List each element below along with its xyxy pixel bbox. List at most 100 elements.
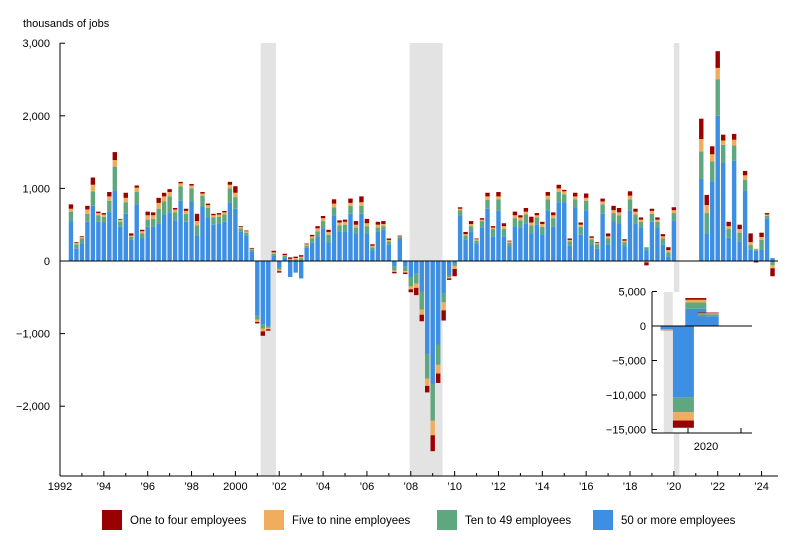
fifty-plus-segment	[79, 243, 85, 261]
five-to-nine-segment	[529, 222, 534, 226]
ten-to-49-segment	[649, 213, 655, 222]
bar-stack	[271, 250, 276, 261]
ten-to-49-segment	[704, 213, 709, 234]
five-to-nine-segment	[298, 256, 304, 259]
bar-stack	[167, 189, 172, 261]
five-to-nine-segment	[134, 187, 139, 193]
ten-to-49-segment	[567, 241, 572, 246]
ten-to-49-segment	[633, 214, 638, 224]
legend-swatch	[593, 510, 613, 530]
x-tick-label: 1992	[48, 481, 72, 493]
bar-stack	[304, 243, 309, 261]
one-to-four-segment	[381, 221, 386, 224]
ten-to-49-segment	[90, 191, 96, 206]
five-to-nine-segment	[753, 248, 759, 250]
five-to-nine-segment	[304, 244, 309, 246]
fifty-plus-segment	[704, 233, 709, 261]
five-to-nine-segment	[715, 67, 720, 80]
one-to-four-segment	[282, 253, 287, 256]
five-to-nine-segment	[638, 219, 644, 222]
one-to-four-segment	[671, 207, 677, 211]
fifty-plus-segment	[315, 237, 320, 261]
ten-to-49-segment	[293, 259, 298, 261]
inset-recession-band	[663, 292, 673, 433]
bar-stack	[326, 229, 331, 261]
one-to-four-segment	[430, 435, 435, 452]
fifty-plus-segment	[304, 247, 309, 261]
five-to-nine-segment	[244, 231, 249, 233]
ten-to-49-segment	[551, 218, 556, 227]
ten-to-49-segment	[85, 213, 90, 222]
x-tick-label: ’20	[667, 481, 682, 493]
ten-to-49-segment	[463, 235, 468, 240]
fifty-plus-segment	[309, 242, 315, 261]
one-to-four-segment	[222, 210, 227, 213]
ten-to-49-segment	[172, 212, 178, 221]
one-to-four-segment	[118, 218, 123, 220]
fifty-plus-segment	[222, 221, 227, 261]
inset-y-tick-label: −5,000	[612, 356, 646, 368]
inset-bar-stack	[660, 326, 682, 331]
one-to-four-segment	[479, 218, 485, 220]
bar-stack	[496, 192, 501, 261]
ten-to-49-segment	[304, 245, 309, 248]
bar-stack	[359, 196, 364, 261]
fifty-plus-segment	[123, 213, 128, 261]
five-to-nine-segment	[315, 228, 320, 232]
ten-to-49-segment	[359, 205, 364, 214]
x-tick-label: 2000	[223, 481, 247, 493]
ten-to-49-segment	[742, 179, 748, 191]
bar-stack	[704, 194, 709, 261]
bar-stacks	[68, 51, 775, 452]
five-to-nine-segment	[403, 271, 408, 273]
one-to-four-segment	[512, 211, 518, 216]
bar-stack	[85, 205, 90, 261]
one-to-four-segment	[523, 208, 529, 212]
ten-to-49-segment	[112, 166, 118, 191]
one-to-four-segment	[660, 234, 666, 237]
bar-stack	[435, 261, 441, 383]
fifty-plus-segment	[512, 226, 518, 261]
ten-to-49-segment	[222, 214, 227, 222]
ten-to-49-segment	[277, 267, 282, 270]
fifty-plus-segment	[567, 245, 572, 261]
bar-stack	[770, 258, 775, 277]
one-to-four-segment	[364, 218, 370, 224]
five-to-nine-segment	[551, 215, 556, 219]
five-to-nine-segment	[227, 184, 233, 189]
ten-to-49-segment	[726, 229, 731, 238]
five-to-nine-segment	[266, 327, 271, 330]
bar-stack	[129, 233, 134, 261]
five-to-nine-segment	[731, 139, 737, 146]
five-to-nine-segment	[277, 269, 282, 272]
bar-stack	[364, 218, 370, 261]
five-to-nine-segment	[101, 214, 107, 217]
five-to-nine-segment	[140, 231, 145, 234]
fifty-plus-segment	[573, 208, 578, 261]
one-to-four-segment	[529, 216, 534, 223]
fifty-plus-segment	[145, 226, 150, 261]
fifty-plus-segment	[249, 251, 255, 261]
y-unit-label: thousands of jobs	[23, 18, 110, 30]
fifty-plus-segment	[397, 238, 403, 261]
fifty-plus-segment	[441, 261, 446, 293]
fifty-plus-segment	[129, 239, 134, 261]
bar-stack	[320, 215, 326, 261]
one-to-four-segment	[101, 213, 107, 215]
ten-to-49-segment	[501, 229, 507, 237]
one-to-four-segment	[507, 240, 512, 242]
fifty-plus-segment	[150, 226, 156, 261]
one-to-four-segment	[112, 152, 118, 161]
one-to-four-segment	[720, 134, 726, 141]
one-to-four-segment	[759, 232, 764, 238]
bar-stack	[446, 261, 452, 280]
one-to-four-segment	[189, 184, 194, 186]
fifty-plus-segment	[671, 220, 677, 261]
fifty-plus-segment	[189, 201, 194, 261]
fifty-plus-segment	[107, 211, 112, 261]
one-to-four-segment	[463, 231, 468, 235]
fifty-plus-segment	[583, 210, 589, 261]
one-to-four-segment	[441, 310, 446, 321]
five-to-nine-segment	[672, 412, 694, 421]
fifty-plus-segment	[288, 261, 293, 277]
